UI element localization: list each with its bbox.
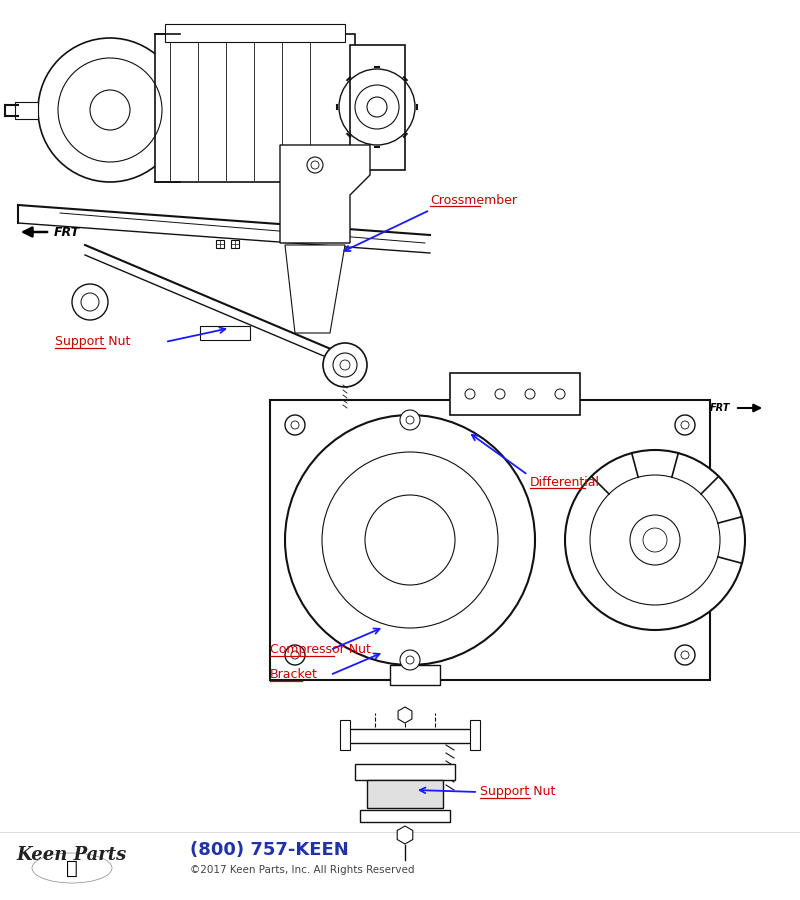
Circle shape (675, 415, 695, 435)
Circle shape (90, 90, 130, 130)
Polygon shape (285, 245, 345, 333)
Text: Differential: Differential (530, 475, 600, 489)
Circle shape (323, 343, 367, 387)
Circle shape (38, 38, 182, 182)
Polygon shape (398, 707, 412, 723)
Bar (200, 326, 250, 340)
Bar (470, 720, 480, 750)
Circle shape (285, 415, 305, 435)
Circle shape (630, 515, 680, 565)
Bar (367, 780, 443, 808)
Bar (390, 665, 440, 685)
Text: Support Nut: Support Nut (55, 336, 130, 348)
Text: Crossmember: Crossmember (430, 194, 517, 206)
Text: ©2017 Keen Parts, Inc. All Rights Reserved: ©2017 Keen Parts, Inc. All Rights Reserv… (190, 865, 414, 875)
Circle shape (400, 650, 420, 670)
Text: 🚗: 🚗 (66, 859, 78, 877)
Circle shape (400, 410, 420, 430)
Text: Support Nut: Support Nut (480, 786, 555, 798)
Bar (350, 45, 405, 170)
Bar (270, 400, 710, 680)
Circle shape (565, 450, 745, 630)
Bar (231, 240, 239, 248)
Bar (216, 240, 224, 248)
Bar (340, 720, 350, 750)
Circle shape (367, 97, 387, 117)
Circle shape (675, 645, 695, 665)
Polygon shape (280, 145, 370, 243)
Bar (345, 729, 475, 743)
Polygon shape (15, 102, 38, 119)
Bar (165, 24, 345, 42)
Circle shape (285, 645, 305, 665)
Polygon shape (398, 826, 413, 844)
Circle shape (307, 157, 323, 173)
Bar (450, 373, 580, 415)
Circle shape (365, 495, 455, 585)
Text: Bracket: Bracket (270, 669, 318, 681)
Text: FRT: FRT (710, 403, 730, 413)
Circle shape (285, 415, 535, 665)
Bar (155, 34, 355, 182)
Circle shape (72, 284, 108, 320)
Circle shape (340, 360, 350, 370)
Text: FRT: FRT (54, 226, 80, 239)
Text: Compressor Nut: Compressor Nut (270, 644, 371, 656)
Text: (800) 757-KEEN: (800) 757-KEEN (190, 841, 349, 859)
Bar (360, 810, 450, 822)
Text: Keen Parts: Keen Parts (17, 846, 127, 864)
Bar (355, 764, 455, 780)
